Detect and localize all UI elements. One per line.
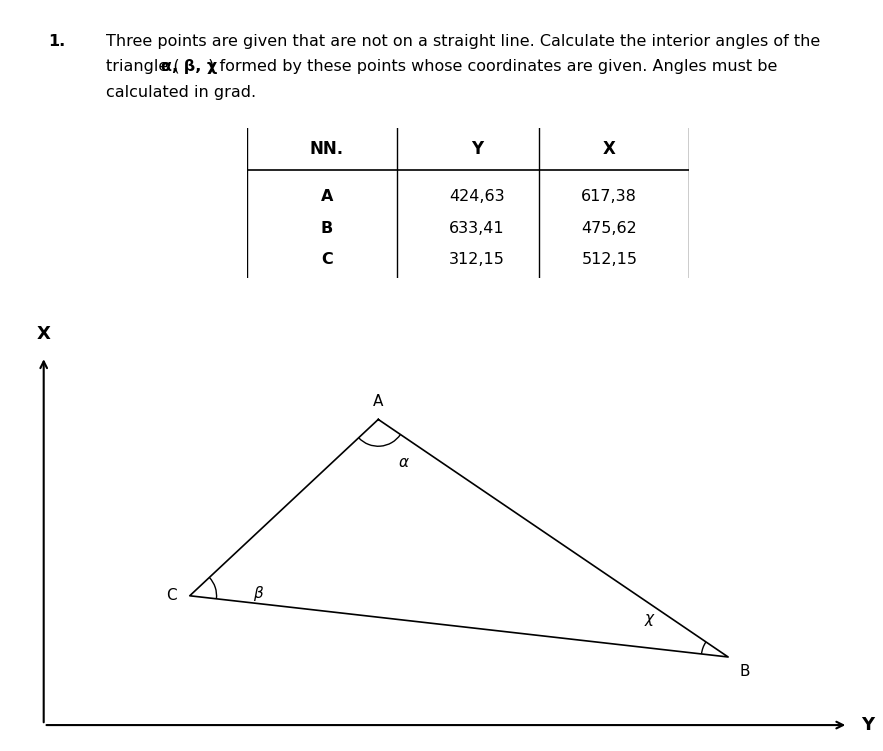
- Text: triangle (: triangle (: [106, 59, 179, 74]
- Text: calculated in grad.: calculated in grad.: [106, 85, 256, 100]
- Text: β: β: [253, 586, 263, 601]
- Text: NN.: NN.: [310, 140, 343, 158]
- Text: 617,38: 617,38: [581, 189, 638, 204]
- Text: C: C: [321, 252, 333, 267]
- Text: B: B: [321, 221, 333, 236]
- Text: 633,41: 633,41: [449, 221, 504, 236]
- Text: Y: Y: [471, 140, 483, 158]
- Text: X: X: [603, 140, 615, 158]
- Text: B: B: [740, 664, 751, 679]
- Text: C: C: [166, 588, 177, 603]
- Text: 312,15: 312,15: [449, 252, 505, 267]
- Text: χ: χ: [645, 611, 653, 626]
- Text: α: α: [398, 455, 409, 470]
- Text: Three points are given that are not on a straight line. Calculate the interior a: Three points are given that are not on a…: [106, 34, 820, 49]
- Text: α, β, χ: α, β, χ: [161, 59, 217, 74]
- Text: 512,15: 512,15: [581, 252, 638, 267]
- Text: A: A: [374, 394, 383, 409]
- Text: 475,62: 475,62: [581, 221, 638, 236]
- Text: X: X: [37, 325, 50, 343]
- Text: 424,63: 424,63: [449, 189, 504, 204]
- Text: A: A: [321, 189, 333, 204]
- Text: ) formed by these points whose coordinates are given. Angles must be: ) formed by these points whose coordinat…: [203, 59, 777, 74]
- Text: Y: Y: [862, 716, 875, 734]
- Text: 1.: 1.: [49, 34, 66, 49]
